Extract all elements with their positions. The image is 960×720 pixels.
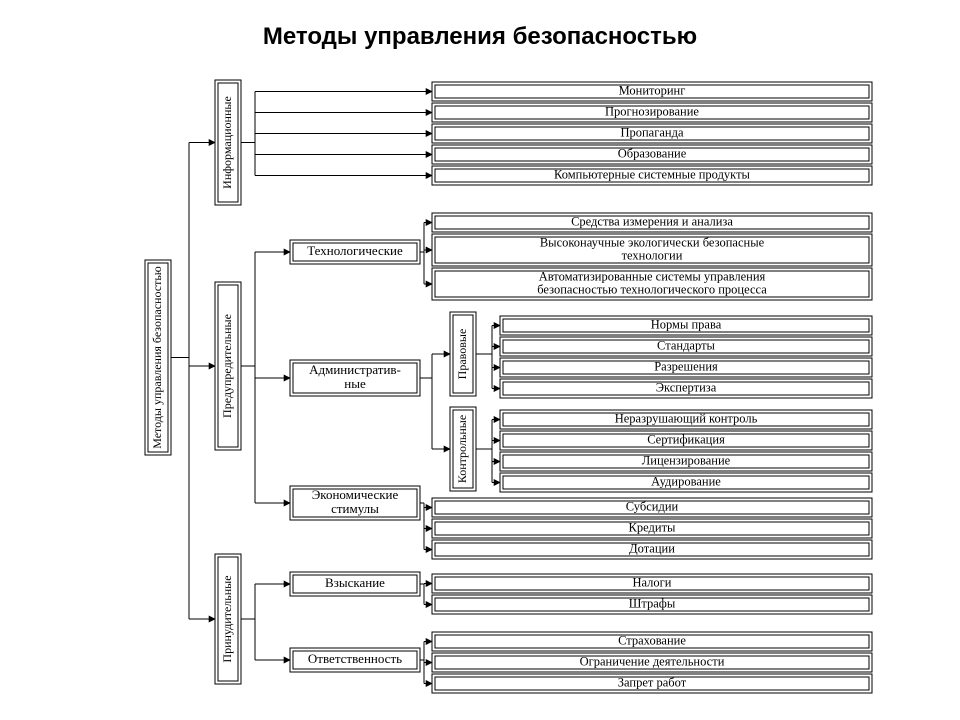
node-leaf: Штрафы <box>432 595 872 614</box>
svg-text:Технологические: Технологические <box>307 243 403 258</box>
node-leaf: Средства измерения и анализа <box>432 213 872 232</box>
svg-text:Штрафы: Штрафы <box>629 596 676 610</box>
svg-text:Сертификация: Сертификация <box>647 432 725 446</box>
node-vzysk: Взыскание <box>290 572 420 596</box>
node-leaf: Пропаганда <box>432 124 872 143</box>
svg-text:Автоматизированные системы упр: Автоматизированные системы управлениябез… <box>537 269 767 296</box>
svg-text:Правовые: Правовые <box>455 329 469 380</box>
node-leaf: Ограничение деятельности <box>432 653 872 672</box>
node-otv: Ответственность <box>290 648 420 672</box>
node-leaf: Прогнозирование <box>432 103 872 122</box>
node-leaf: Высоконаучные экологически безопасныетех… <box>432 234 872 266</box>
svg-text:Мониторинг: Мониторинг <box>619 83 686 97</box>
node-leaf: Разрешения <box>500 358 872 377</box>
node-leaf: Налоги <box>432 574 872 593</box>
svg-text:Взыскание: Взыскание <box>325 575 385 590</box>
node-leaf: Неразрушающий контроль <box>500 410 872 429</box>
node-prinud: Принудительные <box>215 554 241 684</box>
node-pred: Предупредительные <box>215 282 241 450</box>
node-econ: Экономическиестимулы <box>290 486 420 520</box>
svg-text:Субсидии: Субсидии <box>626 499 679 513</box>
node-leaf: Нормы права <box>500 316 872 335</box>
svg-text:Экспертиза: Экспертиза <box>656 380 717 394</box>
node-kontr: Контрольные <box>450 407 476 491</box>
node-leaf: Стандарты <box>500 337 872 356</box>
node-leaf: Кредиты <box>432 519 872 538</box>
svg-text:Лицензирование: Лицензирование <box>642 453 731 467</box>
svg-text:Аудирование: Аудирование <box>651 474 721 488</box>
svg-text:Запрет работ: Запрет работ <box>618 675 687 689</box>
svg-text:Образование: Образование <box>618 146 687 160</box>
svg-text:Компьютерные системные продукт: Компьютерные системные продукты <box>554 167 751 181</box>
svg-text:Неразрушающий контроль: Неразрушающий контроль <box>615 411 758 425</box>
svg-text:Дотации: Дотации <box>629 541 675 555</box>
node-leaf: Запрет работ <box>432 674 872 693</box>
svg-text:Нормы права: Нормы права <box>651 317 722 331</box>
node-leaf: Мониторинг <box>432 82 872 101</box>
svg-text:Ограничение деятельности: Ограничение деятельности <box>580 654 725 668</box>
node-leaf: Лицензирование <box>500 452 872 471</box>
page-title: Методы управления безопасностью <box>263 23 697 50</box>
node-leaf: Аудирование <box>500 473 872 492</box>
svg-text:Информационные: Информационные <box>220 96 234 189</box>
svg-text:Страхование: Страхование <box>618 633 686 647</box>
svg-text:Методы управления безопасность: Методы управления безопасностью <box>150 266 164 449</box>
node-info: Информационные <box>215 80 241 205</box>
svg-text:Контрольные: Контрольные <box>455 415 469 483</box>
node-leaf: Компьютерные системные продукты <box>432 166 872 185</box>
svg-text:Налоги: Налоги <box>633 575 672 589</box>
svg-text:Кредиты: Кредиты <box>629 520 676 534</box>
svg-text:Разрешения: Разрешения <box>654 359 718 373</box>
node-leaf: Дотации <box>432 540 872 559</box>
node-leaf: Автоматизированные системы управлениябез… <box>432 268 872 300</box>
diagram-canvas: Методы управления безопасностью Методы уп… <box>0 0 960 720</box>
svg-text:Стандарты: Стандарты <box>657 338 715 352</box>
node-admin: Административ-ные <box>290 360 420 396</box>
node-pravo: Правовые <box>450 312 476 396</box>
node-leaf: Экспертиза <box>500 379 872 398</box>
svg-text:Прогнозирование: Прогнозирование <box>605 104 699 118</box>
node-tech: Технологические <box>290 240 420 264</box>
node-leaf: Страхование <box>432 632 872 651</box>
node-leaf: Субсидии <box>432 498 872 517</box>
node-root: Методы управления безопасностью <box>145 260 171 455</box>
svg-text:Принудительные: Принудительные <box>220 575 234 662</box>
svg-text:Пропаганда: Пропаганда <box>620 125 683 139</box>
svg-text:Средства измерения и анализа: Средства измерения и анализа <box>571 214 733 228</box>
node-leaf: Образование <box>432 145 872 164</box>
node-leaf: Сертификация <box>500 431 872 450</box>
svg-text:Предупредительные: Предупредительные <box>220 314 234 418</box>
svg-text:Ответственность: Ответственность <box>308 651 402 666</box>
